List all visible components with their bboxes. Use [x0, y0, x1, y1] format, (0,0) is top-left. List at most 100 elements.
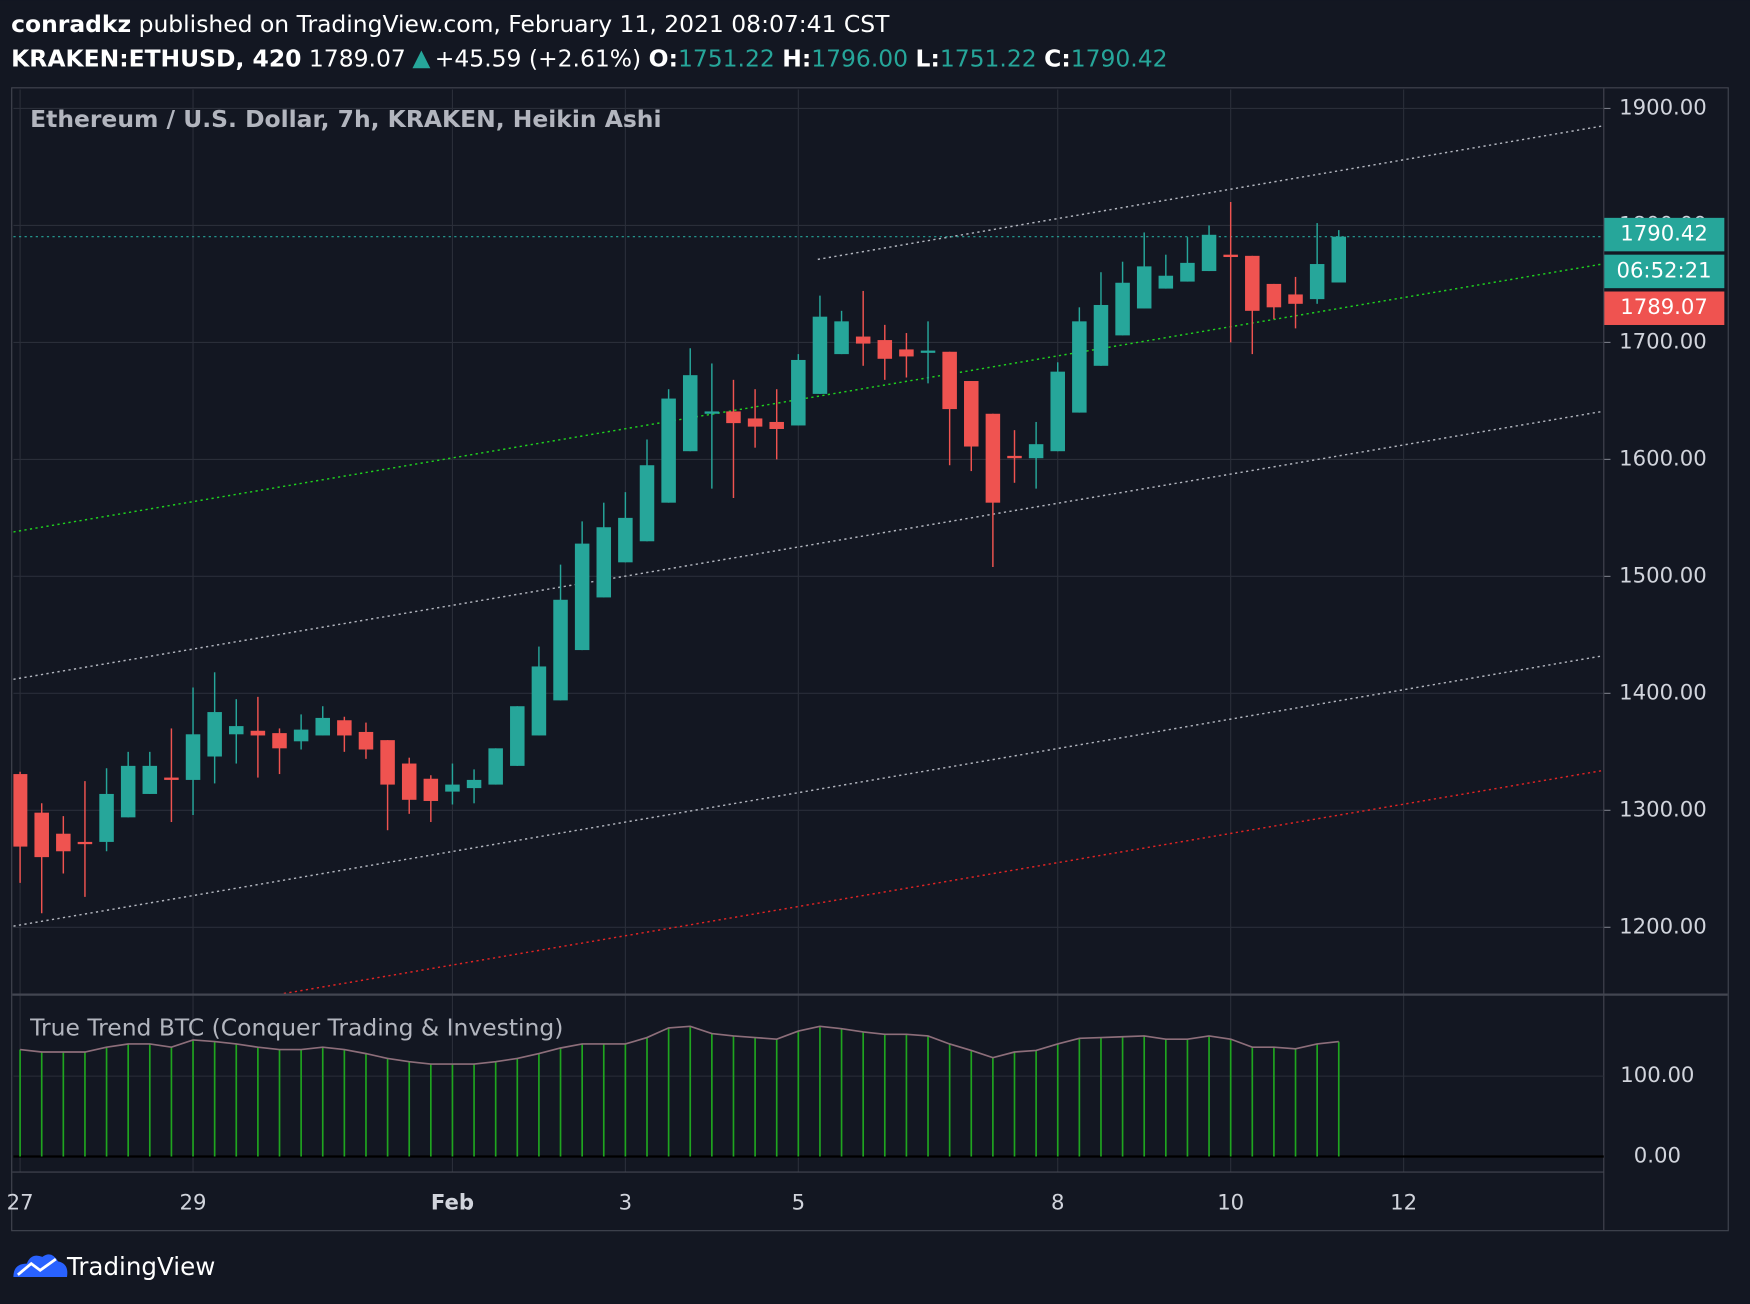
low: 1751.22 — [940, 44, 1037, 72]
candle-body — [747, 418, 763, 427]
candle-body — [34, 812, 49, 858]
candle-body — [1288, 294, 1303, 304]
x-tick-label: Feb — [431, 1189, 474, 1214]
candle-body — [185, 734, 201, 780]
price-label: 1789.07 — [1620, 294, 1708, 319]
candle-body — [877, 340, 893, 359]
candle-body — [1115, 282, 1130, 336]
high: 1796.00 — [811, 44, 908, 72]
candle-body — [380, 740, 395, 785]
candle-body — [13, 774, 28, 847]
candle-body — [445, 784, 460, 792]
x-tick-label: 12 — [1390, 1189, 1417, 1214]
candle-body — [1072, 321, 1087, 413]
candle-body — [1007, 455, 1022, 459]
candle-body — [639, 465, 655, 542]
candle-body — [1309, 264, 1325, 300]
candle-body — [899, 349, 914, 357]
trend-line — [13, 410, 1603, 681]
y-tick-label: 0.00 — [1634, 1142, 1681, 1167]
candle-body — [834, 321, 849, 355]
candle-body — [618, 517, 633, 563]
candle-body — [77, 841, 93, 845]
x-tick-label: 27 — [7, 1189, 34, 1214]
close: 1790.42 — [1071, 44, 1168, 72]
candle-body — [1266, 283, 1282, 308]
candle-body — [726, 411, 741, 424]
candle-body — [1331, 236, 1347, 283]
price-label-box — [1603, 254, 1725, 289]
candle-body — [704, 411, 720, 414]
price-label-box — [1603, 291, 1725, 325]
chart-frame — [11, 87, 1729, 1232]
y-tick-label: 1700.00 — [1619, 328, 1707, 353]
candle-body — [315, 717, 330, 736]
candle-body — [510, 706, 525, 766]
indicator-title: True Trend BTC (Conquer Trading & Invest… — [29, 1014, 563, 1042]
candle-body — [769, 421, 784, 429]
trend-line — [817, 125, 1603, 261]
author: conradkz — [11, 9, 131, 37]
candle-body — [855, 336, 871, 344]
trend-line — [13, 655, 1603, 927]
change: +45.59 (+2.61%) — [435, 44, 641, 72]
x-tick-label: 5 — [792, 1189, 805, 1214]
candle-body — [164, 777, 179, 780]
candle-body — [596, 527, 612, 598]
price-label: 1790.42 — [1620, 221, 1708, 246]
x-tick-label: 3 — [619, 1189, 632, 1214]
candle-body — [337, 720, 352, 736]
candle-body — [574, 543, 590, 651]
candle-body — [1050, 371, 1065, 452]
trend-line — [13, 263, 1603, 533]
price-label-box — [1603, 217, 1725, 252]
logo — [13, 1254, 68, 1277]
l-label: L: — [916, 44, 940, 72]
o-label: O: — [649, 44, 678, 72]
symbol: KRAKEN:ETHUSD, 420 — [11, 44, 301, 72]
candle-body — [920, 350, 936, 353]
candle-body — [1180, 262, 1195, 282]
c-label: C: — [1044, 44, 1071, 72]
logo-line — [16, 1258, 57, 1276]
candle-body — [682, 375, 698, 452]
candle-body — [272, 733, 287, 749]
histogram-line — [20, 1025, 1339, 1065]
candle-body — [812, 316, 828, 394]
candle-body — [1201, 234, 1217, 272]
chart-title: Ethereum / U.S. Dollar, 7h, KRAKEN, Heik… — [30, 105, 661, 133]
y-tick-label: 1200.00 — [1619, 913, 1707, 938]
candle-body — [466, 779, 482, 789]
x-tick-label: 29 — [180, 1189, 207, 1214]
brand: TradingView — [66, 1252, 215, 1281]
candle-body — [142, 765, 158, 794]
candle-body — [1223, 254, 1238, 258]
header-line-1: conradkz published on TradingView.com, F… — [11, 9, 890, 37]
candle-body — [791, 359, 806, 426]
candle-body — [1136, 266, 1152, 309]
candle-body — [401, 763, 417, 800]
last-price: 1789.07 — [309, 44, 406, 72]
candle-body — [423, 778, 439, 801]
candle-body — [1245, 255, 1260, 311]
published: published on TradingView.com, February 1… — [139, 9, 891, 37]
price-label: 06:52:21 — [1616, 257, 1711, 282]
y-tick-label: 1600.00 — [1619, 445, 1707, 470]
candle-body — [985, 413, 1001, 503]
y-tick-label: 1400.00 — [1619, 679, 1707, 704]
candle-body — [488, 748, 503, 785]
candle-body — [942, 351, 957, 410]
candle-body — [120, 765, 136, 818]
open: 1751.22 — [678, 44, 775, 72]
candle-body — [964, 381, 979, 447]
candle-body — [229, 726, 244, 735]
candle-body — [531, 666, 547, 736]
y-tick-label: 1500.00 — [1619, 562, 1707, 587]
candle-body — [661, 398, 676, 503]
x-tick-label: 10 — [1217, 1189, 1244, 1214]
header-line-2: KRAKEN:ETHUSD, 420 1789.07 +45.59 (+2.61%… — [11, 44, 1167, 72]
candle-body — [250, 730, 266, 736]
up-arrow — [412, 50, 431, 69]
